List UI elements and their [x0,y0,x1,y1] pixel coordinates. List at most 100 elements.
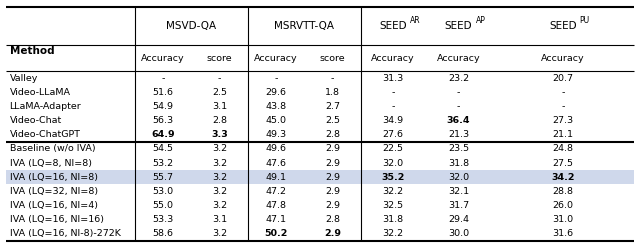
Text: 43.8: 43.8 [266,102,287,111]
Text: IVA (LQ=32, NI=8): IVA (LQ=32, NI=8) [10,187,98,196]
Text: 2.9: 2.9 [325,159,340,168]
Text: 2.9: 2.9 [325,145,340,154]
Text: AP: AP [476,16,485,25]
Text: Accuracy: Accuracy [141,54,185,63]
Text: 22.5: 22.5 [383,145,404,154]
Text: Accuracy: Accuracy [436,54,481,63]
Text: AR: AR [410,16,420,25]
Text: 2.9: 2.9 [325,187,340,196]
Text: -: - [561,102,564,111]
Text: 29.6: 29.6 [266,88,287,97]
Text: 3.2: 3.2 [212,201,227,210]
Text: -: - [457,102,460,111]
Text: 51.6: 51.6 [153,88,173,97]
Text: 53.3: 53.3 [152,215,174,224]
Text: 55.0: 55.0 [153,201,173,210]
Text: IVA (LQ=8, NI=8): IVA (LQ=8, NI=8) [10,159,92,168]
Text: 34.9: 34.9 [383,116,404,125]
Text: 3.2: 3.2 [212,159,227,168]
Text: Valley: Valley [10,74,38,83]
Text: 53.0: 53.0 [152,187,174,196]
Text: 2.9: 2.9 [325,173,340,182]
Text: 2.9: 2.9 [324,229,341,238]
Text: 2.5: 2.5 [212,88,227,97]
Text: 31.0: 31.0 [552,215,573,224]
Text: Baseline (w/o IVA): Baseline (w/o IVA) [10,145,95,154]
Text: 32.2: 32.2 [383,187,404,196]
Text: 53.2: 53.2 [152,159,174,168]
Text: 24.8: 24.8 [552,145,573,154]
Text: 31.6: 31.6 [552,229,573,238]
Text: PU: PU [580,16,590,25]
Text: Accuracy: Accuracy [254,54,298,63]
Text: 32.1: 32.1 [448,187,469,196]
Text: 2.8: 2.8 [325,130,340,139]
Text: 34.2: 34.2 [551,173,575,182]
Text: Accuracy: Accuracy [371,54,415,63]
Text: 2.5: 2.5 [325,116,340,125]
Text: 49.3: 49.3 [266,130,287,139]
Text: -: - [218,74,221,83]
Text: -: - [392,102,395,111]
Text: Accuracy: Accuracy [541,54,584,63]
Text: -: - [275,74,278,83]
Text: -: - [561,88,564,97]
Text: 3.1: 3.1 [212,102,227,111]
Text: 27.3: 27.3 [552,116,573,125]
Text: 2.8: 2.8 [212,116,227,125]
Text: 2.7: 2.7 [325,102,340,111]
Text: 20.7: 20.7 [552,74,573,83]
Text: 3.3: 3.3 [211,130,228,139]
Text: 54.5: 54.5 [153,145,173,154]
Text: 31.3: 31.3 [383,74,404,83]
Text: 47.2: 47.2 [266,187,287,196]
Text: SEED: SEED [380,21,407,31]
Text: SEED: SEED [549,21,577,31]
Text: 49.1: 49.1 [266,173,287,182]
Text: 55.7: 55.7 [153,173,173,182]
Text: 3.2: 3.2 [212,173,227,182]
Text: 21.1: 21.1 [552,130,573,139]
Text: 3.2: 3.2 [212,145,227,154]
Text: 31.7: 31.7 [448,201,469,210]
Text: 32.2: 32.2 [383,229,404,238]
Text: 47.8: 47.8 [266,201,287,210]
Text: 45.0: 45.0 [266,116,287,125]
Text: 3.2: 3.2 [212,187,227,196]
Text: MSVD-QA: MSVD-QA [166,21,216,31]
Text: Video-Chat: Video-Chat [10,116,62,125]
Text: -: - [331,74,334,83]
Text: 1.8: 1.8 [325,88,340,97]
Bar [6,170,634,184]
Text: 27.5: 27.5 [552,159,573,168]
Text: 47.1: 47.1 [266,215,287,224]
Text: -: - [457,88,460,97]
Text: 32.0: 32.0 [448,173,469,182]
Text: 27.6: 27.6 [383,130,404,139]
Text: 2.8: 2.8 [325,215,340,224]
Text: MSRVTT-QA: MSRVTT-QA [275,21,334,31]
Text: score: score [207,54,232,63]
Text: 56.3: 56.3 [152,116,174,125]
Text: 47.6: 47.6 [266,159,287,168]
Text: Method: Method [10,46,54,56]
Text: 64.9: 64.9 [152,130,175,139]
Text: -: - [161,74,165,83]
Text: 32.5: 32.5 [383,201,404,210]
Text: 35.2: 35.2 [381,173,404,182]
Text: IVA (LQ=16, NI=16): IVA (LQ=16, NI=16) [10,215,104,224]
Text: 31.8: 31.8 [448,159,469,168]
Text: Video-LLaMA: Video-LLaMA [10,88,70,97]
Text: 2.9: 2.9 [325,201,340,210]
Text: Video-ChatGPT: Video-ChatGPT [10,130,81,139]
Text: IVA (LQ=16, NI=4): IVA (LQ=16, NI=4) [10,201,97,210]
Text: 58.6: 58.6 [153,229,173,238]
Text: 54.9: 54.9 [153,102,173,111]
Text: IVA (LQ=16, NI-8)-272K: IVA (LQ=16, NI-8)-272K [10,229,120,238]
Text: 3.2: 3.2 [212,229,227,238]
Text: 49.6: 49.6 [266,145,287,154]
Text: 31.8: 31.8 [383,215,404,224]
Text: 28.8: 28.8 [552,187,573,196]
Text: 21.3: 21.3 [448,130,469,139]
Text: 23.5: 23.5 [448,145,469,154]
